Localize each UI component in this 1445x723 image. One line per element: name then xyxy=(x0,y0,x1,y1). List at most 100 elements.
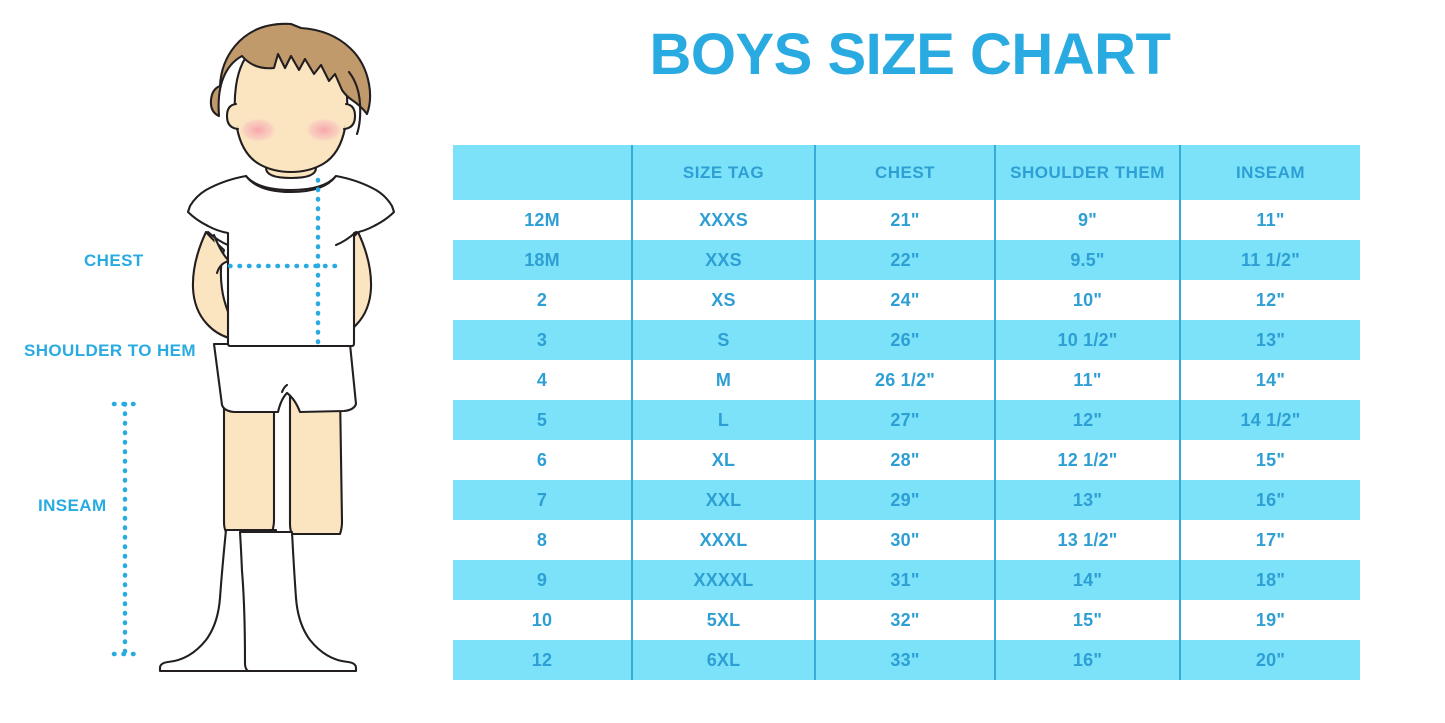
label-inseam: INSEAM xyxy=(38,496,107,515)
cell-shoulder: 12" xyxy=(994,400,1180,440)
table-row: 9 XXXXL 31" 14" 18" xyxy=(453,560,1360,600)
left-ear xyxy=(225,102,240,131)
cell-chest: 33" xyxy=(814,640,995,680)
cell-inseam: 15" xyxy=(1179,440,1360,480)
label-chest: CHEST xyxy=(84,251,144,270)
cell-inseam: 19" xyxy=(1179,600,1360,640)
cell-size-tag: XXS xyxy=(631,240,815,280)
cell-inseam: 14 1/2" xyxy=(1179,400,1360,440)
table-row: 7 XXL 29" 13" 16" xyxy=(453,480,1360,520)
cell-size: 18M xyxy=(453,240,632,280)
cell-size: 12 xyxy=(453,640,632,680)
cell-inseam: 16" xyxy=(1179,480,1360,520)
cell-chest: 30" xyxy=(814,520,995,560)
cell-size: 12M xyxy=(453,200,632,240)
boy-figure-svg xyxy=(111,22,396,673)
cell-chest: 31" xyxy=(814,560,995,600)
size-chart-table-wrap: SIZE TAG CHEST SHOULDER THEM INSEAM 12M … xyxy=(453,145,1360,680)
cell-chest: 28" xyxy=(814,440,995,480)
cell-shoulder: 13" xyxy=(994,480,1180,520)
table-row: 3 S 26" 10 1/2" 13" xyxy=(453,320,1360,360)
size-chart-table: SIZE TAG CHEST SHOULDER THEM INSEAM 12M … xyxy=(453,145,1360,680)
table-row: 12 6XL 33" 16" 20" xyxy=(453,640,1360,680)
cell-size: 7 xyxy=(453,480,632,520)
cell-shoulder: 12 1/2" xyxy=(994,440,1180,480)
cell-inseam: 17" xyxy=(1179,520,1360,560)
table-row: 5 L 27" 12" 14 1/2" xyxy=(453,400,1360,440)
cell-inseam: 20" xyxy=(1179,640,1360,680)
cell-shoulder: 9" xyxy=(994,200,1180,240)
column-header-size-tag: SIZE TAG xyxy=(631,145,815,200)
left-sleeve-hem xyxy=(206,230,230,247)
column-header-size xyxy=(453,145,632,200)
table-row: 4 M 26 1/2" 11" 14" xyxy=(453,360,1360,400)
cell-size: 9 xyxy=(453,560,632,600)
hair-fringe xyxy=(347,70,362,136)
cell-size-tag: M xyxy=(631,360,815,400)
cell-shoulder: 15" xyxy=(994,600,1180,640)
column-header-shoulder: SHOULDER THEM xyxy=(994,145,1180,200)
cell-chest: 26" xyxy=(814,320,995,360)
column-header-chest: CHEST xyxy=(814,145,995,200)
cell-size-tag: 5XL xyxy=(631,600,815,640)
table-row: 6 XL 28" 12 1/2" 15" xyxy=(453,440,1360,480)
table-body: 12M XXXS 21" 9" 11" 18M XXS 22" 9.5" 11 … xyxy=(453,200,1360,680)
label-shoulder-to-hem: SHOULDER TO HEM xyxy=(24,341,196,360)
cell-inseam: 12" xyxy=(1179,280,1360,320)
hair xyxy=(209,22,372,118)
cell-chest: 21" xyxy=(814,200,995,240)
cell-size-tag: XL xyxy=(631,440,815,480)
cell-size-tag: XS xyxy=(631,280,815,320)
cell-chest: 26 1/2" xyxy=(814,360,995,400)
cell-size-tag: S xyxy=(631,320,815,360)
cell-size-tag: XXXS xyxy=(631,200,815,240)
right-sleeve-hem xyxy=(334,230,358,247)
table-row: 12M XXXS 21" 9" 11" xyxy=(453,200,1360,240)
right-boot xyxy=(238,530,358,673)
cell-size: 2 xyxy=(453,280,632,320)
table-header: SIZE TAG CHEST SHOULDER THEM INSEAM xyxy=(453,145,1360,200)
shorts xyxy=(212,342,358,414)
cell-chest: 22" xyxy=(814,240,995,280)
cell-size: 4 xyxy=(453,360,632,400)
right-leg xyxy=(288,390,344,536)
cell-shoulder: 11" xyxy=(994,360,1180,400)
column-header-inseam: INSEAM xyxy=(1179,145,1360,200)
cell-size: 5 xyxy=(453,400,632,440)
right-cheek xyxy=(304,117,344,143)
left-cheek xyxy=(238,117,278,143)
cell-size-tag: XXXXL xyxy=(631,560,815,600)
cell-shoulder: 10 1/2" xyxy=(994,320,1180,360)
cell-shoulder: 16" xyxy=(994,640,1180,680)
cell-inseam: 11" xyxy=(1179,200,1360,240)
cell-chest: 27" xyxy=(814,400,995,440)
cell-inseam: 14" xyxy=(1179,360,1360,400)
cell-chest: 24" xyxy=(814,280,995,320)
cell-size: 6 xyxy=(453,440,632,480)
cell-size: 3 xyxy=(453,320,632,360)
table-row: 8 XXXL 30" 13 1/2" 17" xyxy=(453,520,1360,560)
boy-illustration: CHEST SHOULDER TO HEM INSEAM xyxy=(0,0,450,723)
cell-chest: 29" xyxy=(814,480,995,520)
cell-size-tag: XXXL xyxy=(631,520,815,560)
table-header-row: SIZE TAG CHEST SHOULDER THEM INSEAM xyxy=(453,145,1360,200)
figure-body xyxy=(158,22,396,673)
cell-shoulder: 13 1/2" xyxy=(994,520,1180,560)
cell-size: 10 xyxy=(453,600,632,640)
cell-inseam: 11 1/2" xyxy=(1179,240,1360,280)
cell-size-tag: L xyxy=(631,400,815,440)
cell-size: 8 xyxy=(453,520,632,560)
shorts-split xyxy=(280,383,289,394)
right-ear xyxy=(342,102,357,131)
table-row: 10 5XL 32" 15" 19" xyxy=(453,600,1360,640)
cell-shoulder: 10" xyxy=(994,280,1180,320)
table-row: 18M XXS 22" 9.5" 11 1/2" xyxy=(453,240,1360,280)
collar xyxy=(244,174,338,194)
cell-inseam: 13" xyxy=(1179,320,1360,360)
cell-inseam: 18" xyxy=(1179,560,1360,600)
table-row: 2 XS 24" 10" 12" xyxy=(453,280,1360,320)
cell-size-tag: 6XL xyxy=(631,640,815,680)
measurement-lines xyxy=(111,177,340,657)
cell-size-tag: XXL xyxy=(631,480,815,520)
